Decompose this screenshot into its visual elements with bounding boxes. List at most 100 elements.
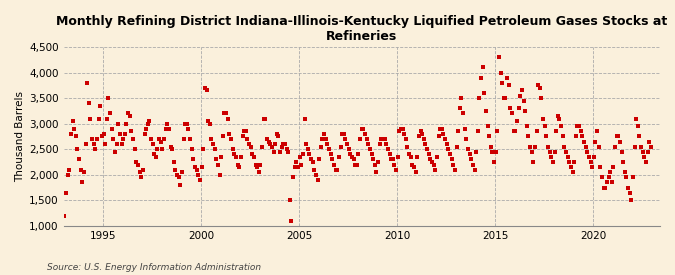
Point [367, 152, 377, 156]
Point [583, 155, 594, 159]
Point [124, 114, 135, 118]
Point [157, 147, 168, 152]
Point [605, 170, 616, 174]
Point [590, 139, 601, 144]
Point [406, 155, 416, 159]
Point [369, 162, 380, 167]
Y-axis label: Thousand Barrels: Thousand Barrels [15, 91, 25, 182]
Point [360, 132, 371, 136]
Point [606, 180, 617, 185]
Point [216, 155, 227, 159]
Point [466, 157, 477, 162]
Point [549, 150, 560, 154]
Point [208, 142, 219, 146]
Point [595, 165, 605, 169]
Point [346, 155, 357, 159]
Point [637, 150, 648, 154]
Point [530, 144, 541, 149]
Point [462, 147, 473, 152]
Point [454, 106, 465, 111]
Point [74, 157, 84, 162]
Point [601, 180, 612, 185]
Point [353, 152, 364, 156]
Point [286, 219, 297, 223]
Point [415, 129, 426, 133]
Point [616, 150, 627, 154]
Point [620, 170, 630, 174]
Point [407, 162, 418, 167]
Point [345, 152, 356, 156]
Point [340, 137, 351, 141]
Point [533, 83, 543, 87]
Point [273, 134, 284, 139]
Point [493, 55, 504, 59]
Point [437, 126, 448, 131]
Point [298, 152, 308, 156]
Point [244, 142, 254, 146]
Point [202, 119, 213, 123]
Point [585, 160, 596, 164]
Point [146, 137, 157, 141]
Point [613, 134, 624, 139]
Point [162, 122, 173, 126]
Point [337, 132, 348, 136]
Point [523, 134, 534, 139]
Point [185, 137, 196, 141]
Point [623, 185, 634, 190]
Point [428, 162, 439, 167]
Point [384, 152, 395, 156]
Point [84, 101, 95, 105]
Point [86, 137, 97, 141]
Point [358, 126, 369, 131]
Point [425, 157, 436, 162]
Point [381, 142, 392, 146]
Point [267, 144, 277, 149]
Point [552, 114, 563, 118]
Point [76, 167, 86, 172]
Point [142, 122, 153, 126]
Point [167, 147, 178, 152]
Point [578, 139, 589, 144]
Point [624, 191, 635, 195]
Point [123, 111, 134, 116]
Point [299, 116, 310, 121]
Point [190, 165, 200, 169]
Point [587, 165, 597, 169]
Point [217, 134, 228, 139]
Point [502, 75, 512, 80]
Point [155, 139, 166, 144]
Point [516, 88, 527, 93]
Point [221, 111, 232, 116]
Point [453, 129, 464, 133]
Point [435, 126, 446, 131]
Point [263, 139, 274, 144]
Point [209, 147, 220, 152]
Point [78, 170, 89, 174]
Point [392, 155, 403, 159]
Point [177, 170, 188, 174]
Point [70, 134, 81, 139]
Point [422, 147, 433, 152]
Point [103, 96, 114, 100]
Point [418, 137, 429, 141]
Point [213, 162, 223, 167]
Point [394, 129, 405, 133]
Point [456, 96, 467, 100]
Point [134, 170, 145, 174]
Point [196, 165, 207, 169]
Point [643, 150, 653, 154]
Point [546, 155, 557, 159]
Point [535, 86, 545, 90]
Point [536, 96, 547, 100]
Point [554, 116, 565, 121]
Point [402, 144, 413, 149]
Point [597, 175, 608, 180]
Point [115, 132, 126, 136]
Point [566, 165, 576, 169]
Point [408, 165, 419, 169]
Point [513, 106, 524, 111]
Point [323, 147, 334, 152]
Point [231, 155, 242, 159]
Point [283, 150, 294, 154]
Point [343, 147, 354, 152]
